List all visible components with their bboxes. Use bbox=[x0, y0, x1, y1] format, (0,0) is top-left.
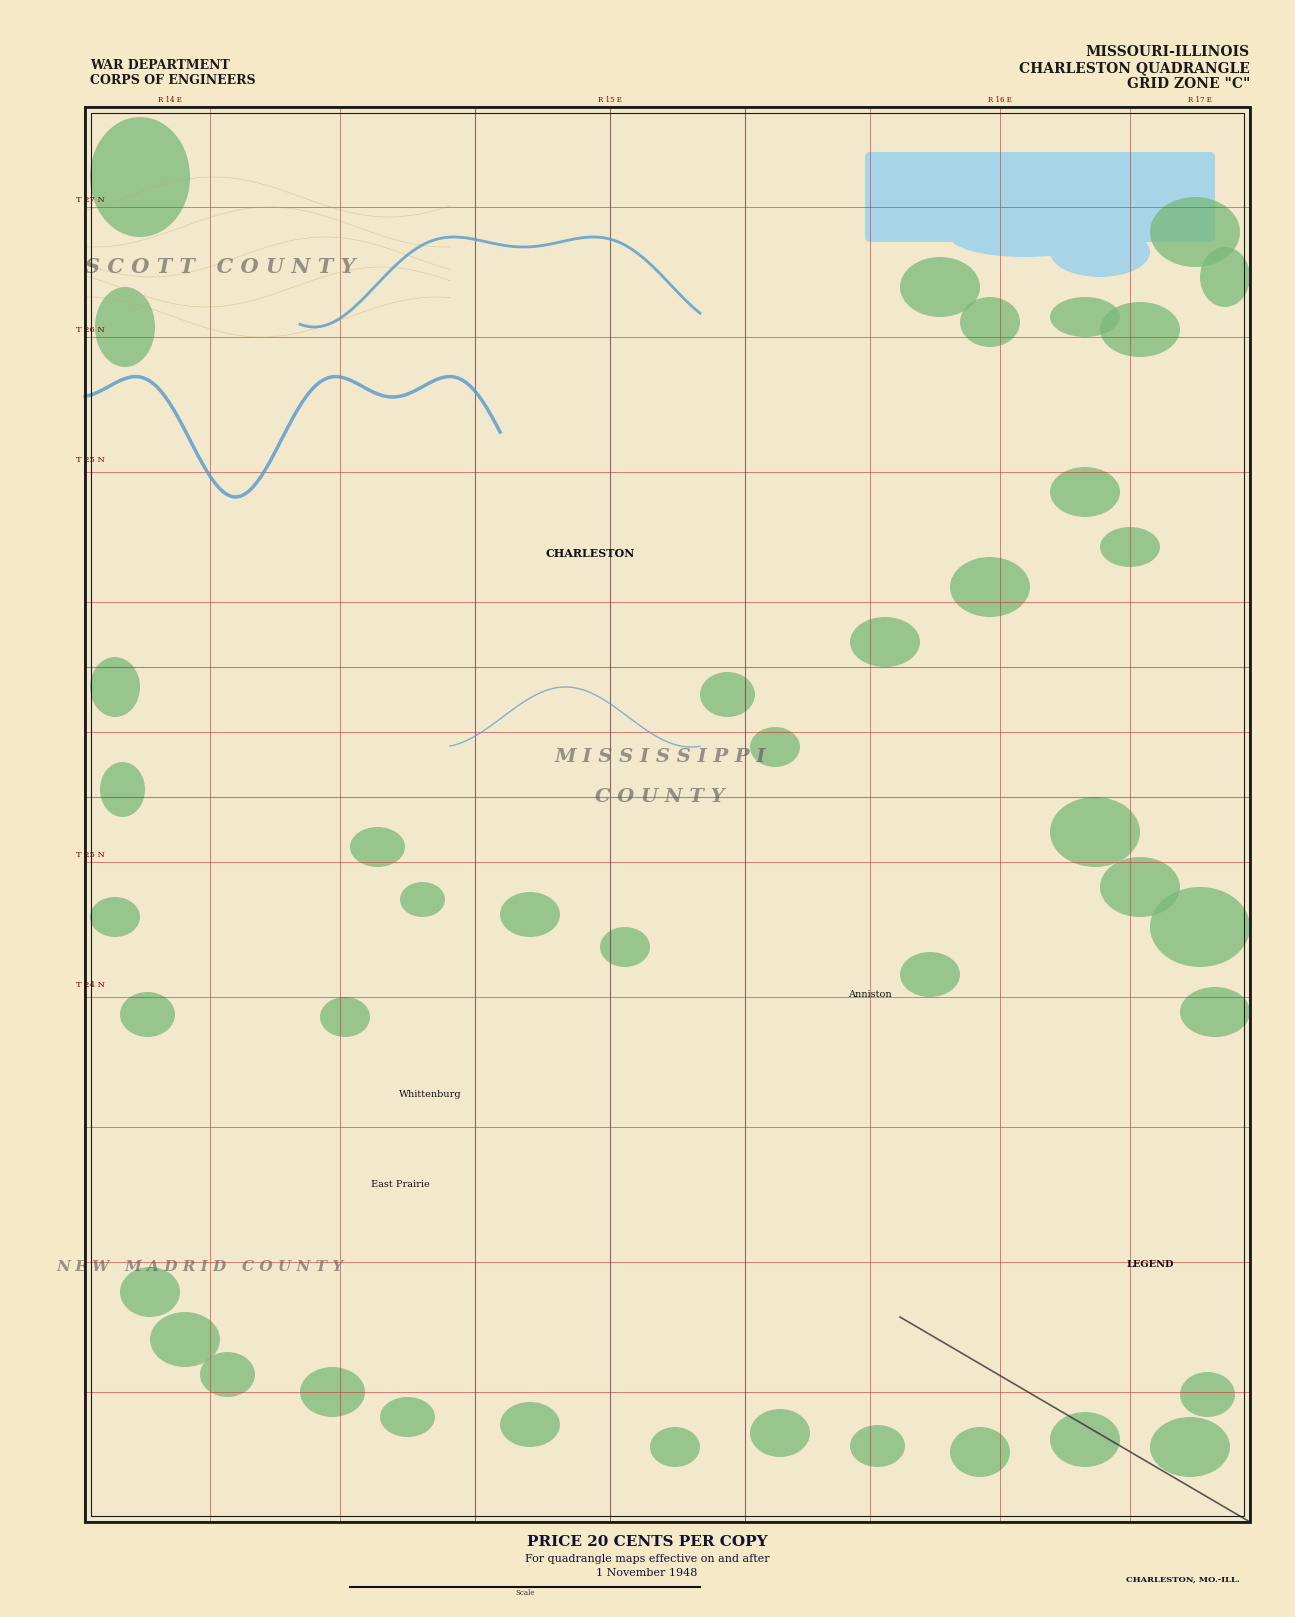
Ellipse shape bbox=[300, 1366, 365, 1416]
Text: T 26 N: T 26 N bbox=[75, 327, 105, 335]
Ellipse shape bbox=[951, 1426, 1010, 1476]
Bar bbox=[85, 107, 1250, 1522]
Ellipse shape bbox=[1200, 247, 1250, 307]
Text: R 17 E: R 17 E bbox=[1188, 95, 1212, 103]
Ellipse shape bbox=[1099, 857, 1180, 917]
Text: T 24 N: T 24 N bbox=[75, 982, 105, 990]
Ellipse shape bbox=[900, 167, 1099, 226]
Text: For quadrangle maps effective on and after: For quadrangle maps effective on and aft… bbox=[524, 1554, 769, 1564]
Ellipse shape bbox=[95, 286, 155, 367]
Ellipse shape bbox=[951, 217, 1099, 257]
Ellipse shape bbox=[1150, 197, 1241, 267]
Text: R 16 E: R 16 E bbox=[988, 95, 1011, 103]
Text: East Prairie: East Prairie bbox=[370, 1180, 430, 1188]
FancyBboxPatch shape bbox=[865, 152, 1215, 243]
Ellipse shape bbox=[1050, 298, 1120, 336]
Ellipse shape bbox=[1050, 797, 1140, 867]
Text: GRID ZONE "C": GRID ZONE "C" bbox=[1127, 78, 1250, 91]
Ellipse shape bbox=[900, 952, 960, 998]
Ellipse shape bbox=[750, 728, 800, 766]
Text: CHARLESTON: CHARLESTON bbox=[545, 548, 635, 559]
Ellipse shape bbox=[350, 826, 405, 867]
Ellipse shape bbox=[89, 116, 190, 238]
Ellipse shape bbox=[750, 1408, 809, 1457]
Text: CHARLESTON, MO.-ILL.: CHARLESTON, MO.-ILL. bbox=[1127, 1577, 1241, 1585]
Ellipse shape bbox=[500, 1402, 559, 1447]
Ellipse shape bbox=[89, 897, 140, 936]
Ellipse shape bbox=[1150, 888, 1250, 967]
Text: Whittenburg: Whittenburg bbox=[399, 1090, 461, 1100]
Text: R 15 E: R 15 E bbox=[598, 95, 622, 103]
Ellipse shape bbox=[951, 556, 1030, 618]
Ellipse shape bbox=[120, 1268, 180, 1316]
Text: MISSOURI-ILLINOIS: MISSOURI-ILLINOIS bbox=[1087, 45, 1250, 58]
Ellipse shape bbox=[89, 657, 140, 716]
Text: Scale: Scale bbox=[515, 1590, 535, 1598]
Text: 1 November 1948: 1 November 1948 bbox=[596, 1568, 698, 1578]
Text: PRICE 20 CENTS PER COPY: PRICE 20 CENTS PER COPY bbox=[527, 1535, 768, 1549]
Text: T 25 N: T 25 N bbox=[75, 456, 105, 464]
Text: S C O T T   C O U N T Y: S C O T T C O U N T Y bbox=[84, 257, 355, 277]
Ellipse shape bbox=[379, 1397, 435, 1438]
Ellipse shape bbox=[1050, 467, 1120, 517]
Ellipse shape bbox=[120, 991, 175, 1036]
Ellipse shape bbox=[500, 893, 559, 936]
Text: T 27 N: T 27 N bbox=[75, 196, 105, 204]
Text: C O U N T Y: C O U N T Y bbox=[596, 787, 725, 805]
Text: WAR DEPARTMENT: WAR DEPARTMENT bbox=[89, 58, 229, 73]
Bar bbox=[91, 113, 1244, 1517]
Ellipse shape bbox=[850, 1425, 905, 1467]
Text: Anniston: Anniston bbox=[848, 990, 892, 999]
Ellipse shape bbox=[199, 1352, 255, 1397]
Ellipse shape bbox=[701, 673, 755, 716]
Ellipse shape bbox=[650, 1426, 701, 1467]
Ellipse shape bbox=[900, 257, 980, 317]
Text: CHARLESTON QUADRANGLE: CHARLESTON QUADRANGLE bbox=[1019, 61, 1250, 74]
Text: CORPS OF ENGINEERS: CORPS OF ENGINEERS bbox=[89, 74, 255, 87]
Text: T 25 N: T 25 N bbox=[75, 851, 105, 859]
Text: R 14 E: R 14 E bbox=[158, 95, 181, 103]
Ellipse shape bbox=[400, 881, 445, 917]
Text: LEGEND: LEGEND bbox=[1127, 1260, 1173, 1269]
Ellipse shape bbox=[600, 927, 650, 967]
Ellipse shape bbox=[320, 998, 370, 1036]
Ellipse shape bbox=[1180, 1371, 1235, 1416]
Ellipse shape bbox=[1050, 1412, 1120, 1467]
Ellipse shape bbox=[100, 762, 145, 817]
Ellipse shape bbox=[1099, 527, 1160, 568]
Ellipse shape bbox=[960, 298, 1020, 348]
Ellipse shape bbox=[1180, 986, 1250, 1036]
Ellipse shape bbox=[1150, 1416, 1230, 1476]
Ellipse shape bbox=[1050, 226, 1150, 277]
Bar bbox=[85, 107, 1250, 1522]
Text: M I S S I S S I P P I: M I S S I S S I P P I bbox=[554, 749, 765, 766]
Ellipse shape bbox=[850, 618, 919, 666]
Text: N E W   M A D R I D   C O U N T Y: N E W M A D R I D C O U N T Y bbox=[57, 1260, 343, 1274]
Ellipse shape bbox=[150, 1311, 220, 1366]
Ellipse shape bbox=[1099, 302, 1180, 357]
